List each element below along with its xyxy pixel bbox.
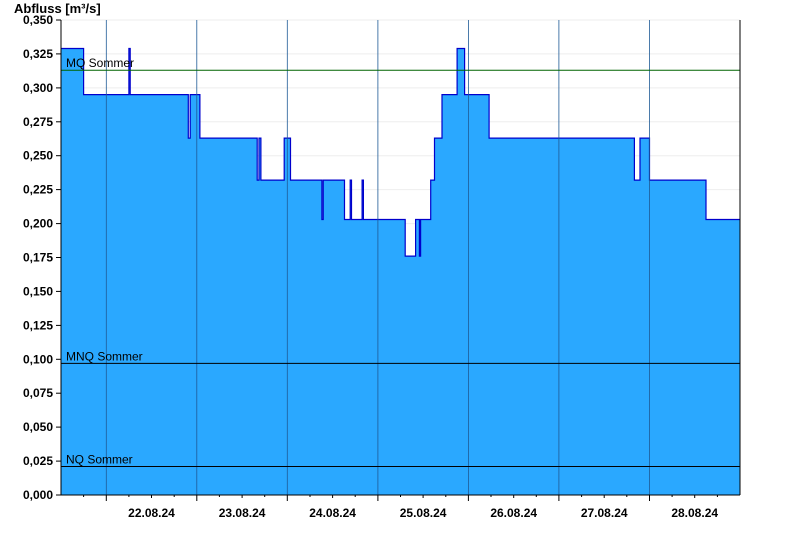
- x-tick-label: 26.08.24: [490, 506, 537, 520]
- y-tick-label: 0,050: [23, 420, 53, 434]
- x-tick-label: 28.08.24: [671, 506, 718, 520]
- y-tick-label: 0,075: [23, 386, 53, 400]
- y-tick-label: 0,100: [23, 352, 53, 366]
- y-tick-label: 0,275: [23, 115, 53, 129]
- reference-line-label: MQ Sommer: [66, 56, 134, 70]
- x-tick-label: 24.08.24: [309, 506, 356, 520]
- y-tick-label: 0,025: [23, 454, 53, 468]
- chart-title: Abfluss [m³/s]: [14, 1, 101, 16]
- y-tick-label: 0,150: [23, 284, 53, 298]
- y-tick-label: 0,000: [23, 488, 53, 502]
- y-tick-label: 0,250: [23, 149, 53, 163]
- x-tick-label: 25.08.24: [400, 506, 447, 520]
- y-tick-label: 0,125: [23, 318, 53, 332]
- y-tick-label: 0,350: [23, 13, 53, 27]
- y-tick-label: 0,200: [23, 217, 53, 231]
- reference-line-label: MNQ Sommer: [66, 349, 143, 363]
- y-tick-label: 0,325: [23, 47, 53, 61]
- y-tick-label: 0,175: [23, 251, 53, 265]
- y-tick-label: 0,225: [23, 183, 53, 197]
- x-tick-label: 22.08.24: [128, 506, 175, 520]
- y-tick-label: 0,300: [23, 81, 53, 95]
- x-tick-label: 27.08.24: [581, 506, 628, 520]
- discharge-area: [61, 48, 740, 495]
- x-tick-label: 23.08.24: [219, 506, 266, 520]
- reference-line-label: NQ Sommer: [66, 453, 133, 467]
